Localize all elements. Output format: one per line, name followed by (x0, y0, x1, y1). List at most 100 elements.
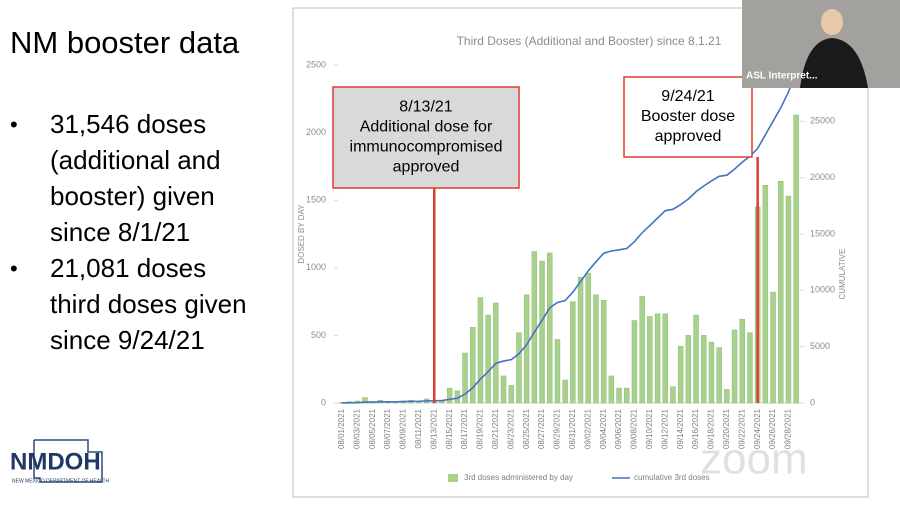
bullet-text: booster) given (50, 181, 215, 211)
bar (493, 302, 499, 404)
x-tick-label: 09/28/2021 (784, 408, 793, 449)
x-tick-label: 08/25/2021 (522, 408, 531, 449)
bullet-text: (additional and (50, 145, 221, 175)
annotation-text: Booster dose (641, 108, 735, 125)
x-tick-label: 09/12/2021 (660, 408, 669, 449)
x-tick-label: 08/13/2021 (429, 408, 438, 449)
x-tick-label: 09/04/2021 (599, 408, 608, 449)
x-tick-label: 08/21/2021 (491, 408, 500, 449)
bar (647, 316, 653, 404)
x-tick-label: 09/14/2021 (676, 408, 685, 449)
bar (677, 345, 684, 404)
x-tick-label: 09/18/2021 (707, 408, 716, 449)
bar (470, 327, 476, 404)
y2-tick-label: 5000 (810, 341, 830, 351)
x-tick-label: 09/20/2021 (722, 408, 731, 449)
bar (724, 389, 730, 404)
y-axis-label: DOSED BY DAY (297, 204, 306, 264)
bar (608, 375, 615, 404)
y2-tick-label: 20000 (810, 172, 835, 182)
legend-label: 3rd doses administered by day (464, 473, 573, 482)
x-tick-label: 08/09/2021 (399, 408, 408, 449)
line (341, 71, 797, 404)
y-tick-label: 1000 (306, 262, 326, 272)
y-tick-label: 2500 (306, 59, 326, 69)
bar (446, 387, 453, 404)
bullet-text: 31,546 doses (50, 109, 206, 139)
bar (762, 185, 769, 404)
logo-subtitle: NEW MEXICO DEPARTMENT OF HEALTH (12, 478, 110, 484)
chart-title: Third Doses (Additional and Booster) sin… (457, 34, 722, 48)
annotation-box (623, 76, 753, 158)
x-tick-label: 09/16/2021 (691, 408, 700, 449)
annotation-text: 8/13/21 (399, 99, 452, 116)
annotation-text: approved (393, 159, 460, 176)
x-tick-label: 08/23/2021 (506, 408, 515, 449)
bar (685, 335, 692, 404)
nm-outline (33, 439, 103, 483)
bar (462, 352, 468, 404)
bullet-text: since 9/24/21 (50, 325, 205, 355)
x-tick-label: 08/27/2021 (537, 408, 546, 449)
bar (739, 318, 745, 404)
bar (770, 291, 776, 404)
x-tick-label: 08/11/2021 (414, 408, 423, 448)
bar (670, 386, 676, 404)
slide-title: NM booster data (10, 25, 240, 60)
zoom-watermark: zoom (700, 435, 808, 484)
bar (624, 387, 630, 404)
bullet-dot: • (10, 112, 18, 137)
x-tick-label: 08/19/2021 (476, 408, 485, 449)
bar (577, 277, 584, 404)
y-tick-label: 1500 (306, 195, 326, 205)
bullet-text: third doses given (50, 289, 247, 319)
x-tick-label: 08/15/2021 (445, 408, 454, 449)
bar (500, 375, 507, 404)
x-tick-label: 09/26/2021 (768, 408, 777, 449)
bar (600, 299, 607, 404)
y2-tick-label: 15000 (810, 228, 835, 238)
annotation-box (332, 86, 520, 189)
chart: • 31,546 doses (additional and booster) giv… (10, 34, 847, 482)
x-tick-label: 08/01/2021 (337, 408, 346, 449)
x-tick-label: 09/24/2021 (753, 408, 762, 449)
bar (616, 387, 622, 404)
bar (516, 332, 522, 404)
x-tick-label: 09/10/2021 (645, 408, 654, 449)
x-tick-label: 09/22/2021 (737, 408, 746, 449)
bar (547, 252, 553, 404)
logo-name: NMDOH (10, 448, 101, 475)
x-tick-label: 09/06/2021 (614, 408, 623, 449)
bar (778, 181, 784, 404)
legend-label: cumulative 3rd doses (634, 473, 710, 482)
bar (539, 260, 545, 404)
bar (570, 301, 576, 404)
annotation-text: Additional dose for (360, 119, 493, 136)
bar (477, 297, 484, 404)
x-tick-label: 08/17/2021 (460, 408, 469, 449)
bar (716, 347, 722, 404)
bar (731, 329, 738, 404)
bullet-text: 21,081 doses (50, 253, 206, 283)
person-body (800, 38, 868, 88)
annotation-text: approved (655, 128, 722, 145)
y-tick-label: 0 (321, 397, 326, 407)
y2-tick-label: 25000 (810, 116, 835, 126)
y-tick-label: 2000 (306, 127, 326, 137)
bar (508, 385, 514, 404)
bar (693, 314, 699, 404)
bar (562, 379, 568, 404)
annotation-text: immunocompromised (350, 139, 503, 156)
x-tick-label: 08/03/2021 (352, 408, 361, 449)
bullet-dot: • (10, 256, 18, 281)
bar (523, 294, 530, 404)
bar (531, 251, 538, 404)
bar (747, 332, 753, 404)
bar (708, 341, 715, 404)
legend-swatch (448, 474, 458, 482)
bar (585, 272, 591, 404)
x-tick-label: 08/05/2021 (368, 408, 377, 449)
bar (593, 294, 599, 404)
